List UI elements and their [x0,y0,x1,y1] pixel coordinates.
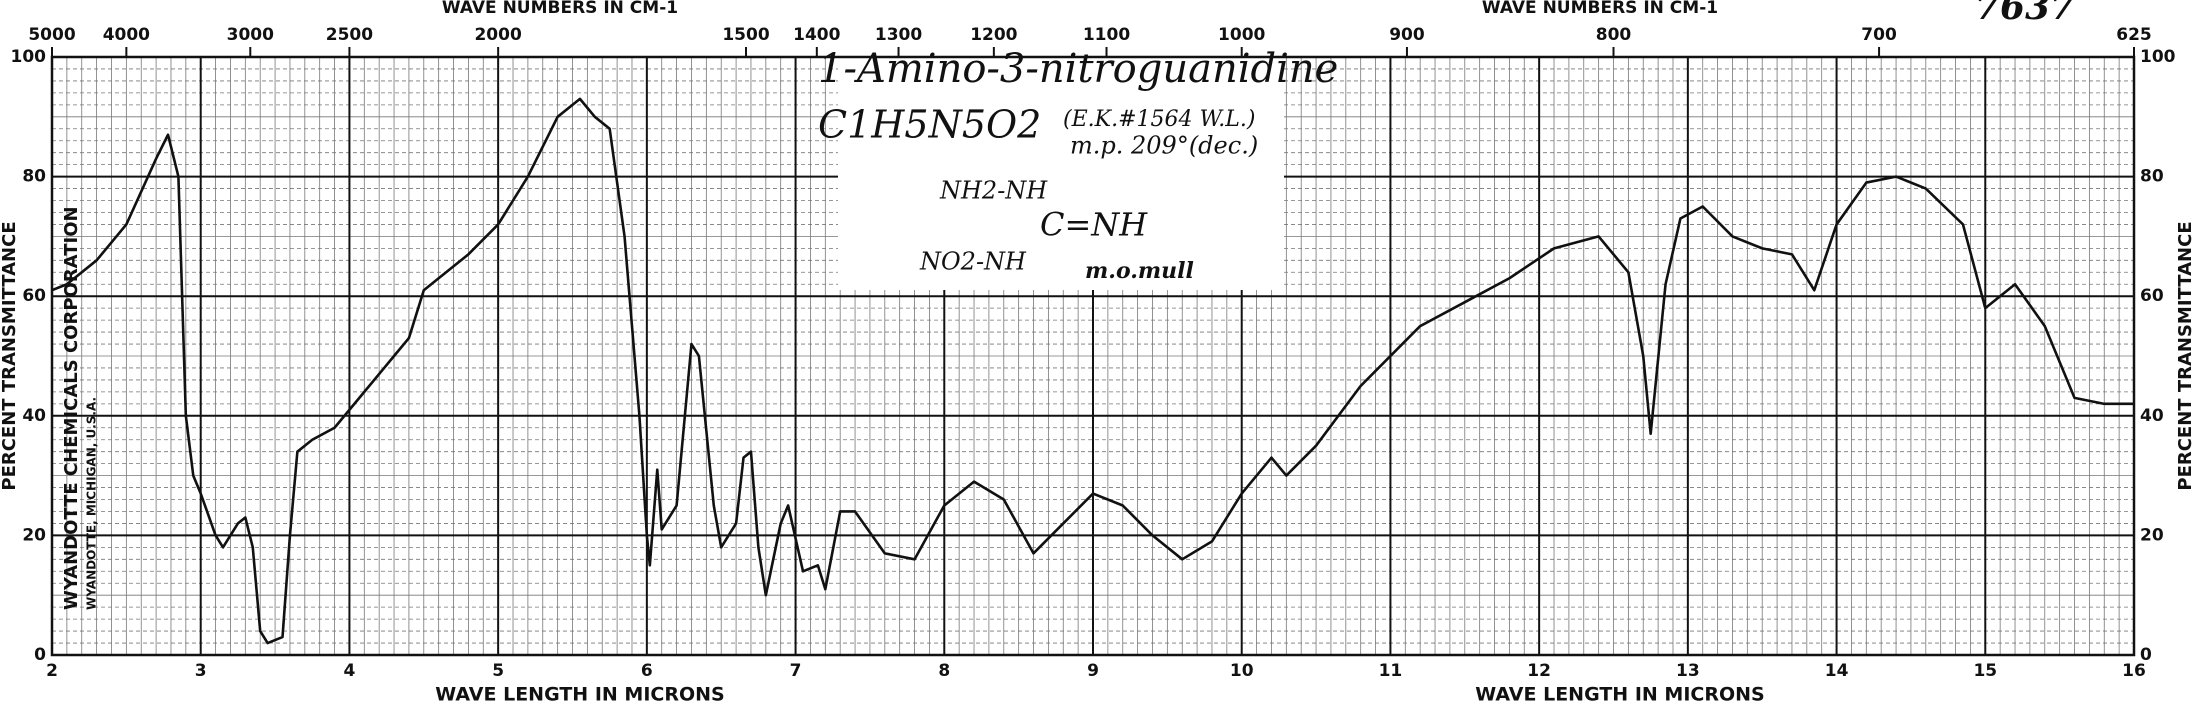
top-tick-label: 4000 [103,25,150,45]
top-axis-title: WAVE NUMBERS IN CM-1 [1482,0,1718,18]
x-tick-label: 5 [492,661,504,681]
company: WYANDOTTE CHEMICALS CORPORATION [61,206,82,610]
y-tick-label: 40 [22,406,46,426]
x-tick-label: 4 [344,661,356,681]
y2-tick-label: 0 [2140,645,2152,665]
top-tick-label: 800 [1596,25,1632,45]
formula: C1H5N5O2 [818,103,1041,147]
y2-tick-label: 100 [2140,47,2176,67]
plot-frame [50,55,2136,657]
y2-tick-label: 60 [2140,286,2164,306]
x-tick-label: 2 [46,661,58,681]
top-tick-label: 625 [2116,25,2152,45]
top-tick-label: 1100 [1083,25,1130,45]
top-tick-label: 1000 [1218,25,1265,45]
medium: m.o.mull [1085,258,1194,284]
y-tick-label: 100 [11,47,47,67]
y-tick-label: 0 [34,645,46,665]
y-tick-label: 60 [22,286,46,306]
top-tick-label: 700 [1861,25,1897,45]
y2-axis-title: PERCENT TRANSMITTANCE [2175,221,2196,490]
x-tick-label: 6 [641,661,653,681]
y-tick-label: 20 [22,525,46,545]
x-tick-label: 7 [790,661,802,681]
x-tick-label: 16 [2122,661,2146,681]
top-tick-label: 1300 [875,25,922,45]
grid-layer [51,56,2135,656]
x-tick-label: 12 [1527,661,1551,681]
label-box [838,58,1284,290]
y2-tick-label: 20 [2140,525,2164,545]
spectrum-number: 7637 [1975,0,2075,28]
structure-line: NO2-NH [919,248,1027,276]
top-tick-label: 3000 [227,25,274,45]
structure-line: C=NH [1040,206,1148,244]
top-tick-label: 5000 [28,25,75,45]
x-tick-label: 3 [195,661,207,681]
top-tick-label: 900 [1389,25,1425,45]
x-tick-label: 8 [938,661,950,681]
x-tick-label: 13 [1676,661,1700,681]
top-tick-label: 2000 [474,25,521,45]
x-tick-label: 9 [1087,661,1099,681]
top-tick-label: 2500 [326,25,373,45]
spectrum-line [51,97,2134,645]
top-axis-title: WAVE NUMBERS IN CM-1 [442,0,678,18]
reference: (E.K.#1564 W.L.) [1063,107,1255,132]
x-axis-title: WAVE LENGTH IN MICRONS [435,684,724,706]
y-tick-label: 80 [22,167,46,187]
y-axis-title: PERCENT TRANSMITTANCE [0,221,20,490]
top-tick-label: 1400 [793,25,840,45]
melting-point: m.p. 209°(dec.) [1070,132,1258,160]
x-tick-label: 11 [1379,661,1403,681]
x-axis-title: WAVE LENGTH IN MICRONS [1475,684,1764,706]
y2-tick-label: 40 [2140,406,2164,426]
x-tick-label: 14 [1825,661,1849,681]
x-tick-label: 15 [1973,661,1997,681]
top-tick-label: 1500 [722,25,769,45]
compound-name: 1-Amino-3-nitroguanidine [818,46,1338,92]
city: WYANDOTTE, MICHIGAN, U.S.A. [85,397,99,610]
x-tick-label: 10 [1230,661,1254,681]
top-tick-label: 1200 [970,25,1017,45]
structure-line: NH2-NH [939,177,1048,205]
y2-tick-label: 80 [2140,167,2164,187]
